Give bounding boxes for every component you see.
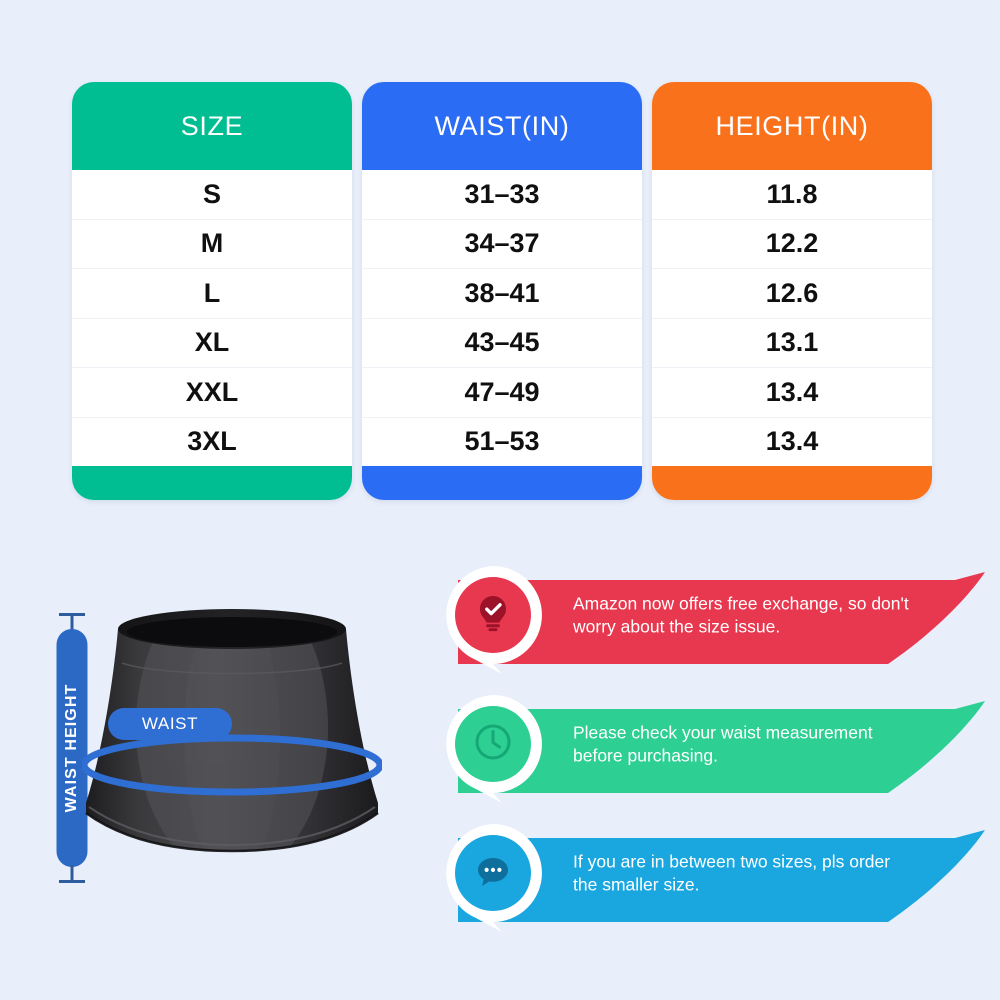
table-cell-waist: 51–53 — [362, 417, 642, 466]
table-cell-waist: 38–41 — [362, 269, 642, 319]
table-cell-height: 12.6 — [652, 269, 932, 319]
waist-trainer-belt-image — [82, 607, 382, 877]
callout-text: Please check your waist measurement befo… — [573, 722, 873, 766]
chat-bubble-icon — [466, 844, 520, 898]
gauge-stem-bottom-icon — [70, 865, 74, 883]
waist-height-measure: WAIST HEIGHT — [50, 613, 94, 883]
column-header-height: HEIGHT(IN) — [652, 82, 932, 170]
callout-icon-pin — [440, 691, 552, 803]
callout-item: If you are in between two sizes, pls ord… — [440, 820, 985, 932]
table-cell-height: 13.4 — [652, 368, 932, 418]
table-cell-size: S — [72, 170, 352, 220]
table-cell-waist: 47–49 — [362, 368, 642, 418]
lightbulb-check-icon — [466, 586, 520, 640]
waist-label: WAIST — [141, 714, 199, 733]
callout-icon-pin — [440, 562, 552, 674]
callout-list: Amazon now offers free exchange, so don'… — [440, 560, 985, 960]
column-footer-height — [652, 466, 932, 500]
table-cell-waist: 34–37 — [362, 219, 642, 269]
column-body-size: S M L XL XXL 3XL — [72, 170, 352, 466]
table-cell-waist: 43–45 — [362, 318, 642, 368]
size-chart-column-waist: WAIST(IN) 31–33 34–37 38–41 43–45 47–49 … — [362, 82, 642, 500]
column-footer-size — [72, 466, 352, 500]
waist-label-badge: WAIST — [108, 708, 232, 740]
callout-item: Amazon now offers free exchange, so don'… — [440, 562, 985, 674]
table-cell-height: 13.4 — [652, 417, 932, 466]
size-chart-table: SIZE S M L XL XXL 3XL WAIST(IN) 31–33 34… — [72, 82, 932, 500]
callout-banner — [458, 572, 985, 664]
callout-text: If you are in between two sizes, pls ord… — [573, 851, 891, 895]
table-cell-height: 11.8 — [652, 170, 932, 220]
callout-text: Amazon now offers free exchange, so don'… — [573, 593, 909, 637]
callout-banner — [458, 830, 985, 922]
table-cell-size: L — [72, 269, 352, 319]
table-cell-waist: 31–33 — [362, 170, 642, 220]
product-illustration: WAIST HEIGHT — [20, 565, 430, 975]
gauge-cap-bottom-icon — [59, 880, 85, 883]
size-chart-column-height: HEIGHT(IN) 11.8 12.2 12.6 13.1 13.4 13.4 — [652, 82, 932, 500]
table-cell-size: XL — [72, 318, 352, 368]
column-footer-waist — [362, 466, 642, 500]
size-chart-column-size: SIZE S M L XL XXL 3XL — [72, 82, 352, 500]
column-header-waist: WAIST(IN) — [362, 82, 642, 170]
column-body-waist: 31–33 34–37 38–41 43–45 47–49 51–53 — [362, 170, 642, 466]
callout-item: Please check your waist measurement befo… — [440, 691, 985, 803]
gauge-stem-top-icon — [70, 613, 74, 631]
clock-icon — [466, 715, 520, 769]
callout-icon-pin — [440, 820, 552, 932]
table-cell-height: 12.2 — [652, 219, 932, 269]
waist-ring-icon — [82, 734, 382, 796]
waist-height-pill: WAIST HEIGHT — [56, 629, 88, 867]
column-body-height: 11.8 12.2 12.6 13.1 13.4 13.4 — [652, 170, 932, 466]
table-cell-size: M — [72, 219, 352, 269]
table-cell-size: XXL — [72, 368, 352, 418]
callout-banner — [458, 701, 985, 793]
column-header-size: SIZE — [72, 82, 352, 170]
table-cell-size: 3XL — [72, 417, 352, 466]
table-cell-height: 13.1 — [652, 318, 932, 368]
waist-height-label: WAIST HEIGHT — [63, 683, 81, 813]
